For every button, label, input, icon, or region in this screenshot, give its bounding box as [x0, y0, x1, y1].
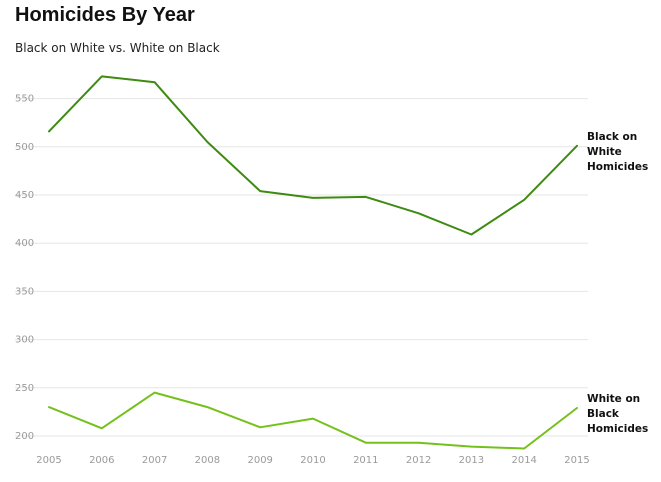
x-tick-label: 2006 — [89, 455, 114, 466]
series-line-white-on-black — [48, 391, 578, 450]
series-lines — [48, 75, 578, 450]
y-tick-label: 200 — [15, 431, 34, 442]
series-label-line: Homicides — [587, 161, 648, 173]
y-tick-label: 450 — [15, 190, 34, 201]
series-label-line: Black — [587, 408, 620, 420]
series-labels: Black on White Homicides White on Black Homic… — [587, 131, 648, 435]
x-tick-label: 2014 — [511, 455, 536, 466]
y-tick-label: 300 — [15, 335, 34, 346]
y-tick-label: 400 — [15, 238, 34, 249]
series-label: Black on White Homicides — [587, 131, 648, 173]
series-line-black-on-white — [48, 75, 578, 236]
y-tick-label: 250 — [15, 383, 34, 394]
series-label-line: Homicides — [587, 423, 648, 435]
y-tick-label: 550 — [15, 94, 34, 105]
y-tick-label: 500 — [15, 142, 34, 153]
y-axis-ticks: 200 250 300 350 400 450 500 550 — [15, 94, 34, 442]
series-label-line: Black on — [587, 131, 637, 143]
series-label-line: White on — [587, 393, 640, 405]
series-label-line: White — [587, 146, 622, 158]
x-tick-label: 2011 — [353, 455, 378, 466]
x-tick-label: 2008 — [195, 455, 220, 466]
x-tick-label: 2012 — [406, 455, 431, 466]
x-tick-label: 2007 — [142, 455, 167, 466]
x-axis-ticks: 2005 2006 2007 2008 2009 2010 2011 2012 2013 2014… — [36, 455, 589, 466]
x-tick-label: 2015 — [564, 455, 589, 466]
y-tick-label: 350 — [15, 286, 34, 297]
chart-title: Homicides By Year — [15, 4, 195, 26]
chart-subtitle: Black on White vs. White on Black — [15, 41, 220, 55]
x-tick-label: 2005 — [36, 455, 61, 466]
x-tick-label: 2013 — [459, 455, 484, 466]
gridlines — [15, 98, 588, 437]
x-tick-label: 2010 — [300, 455, 325, 466]
x-tick-label: 2009 — [247, 455, 272, 466]
series-label: White on Black Homicides — [587, 393, 648, 435]
